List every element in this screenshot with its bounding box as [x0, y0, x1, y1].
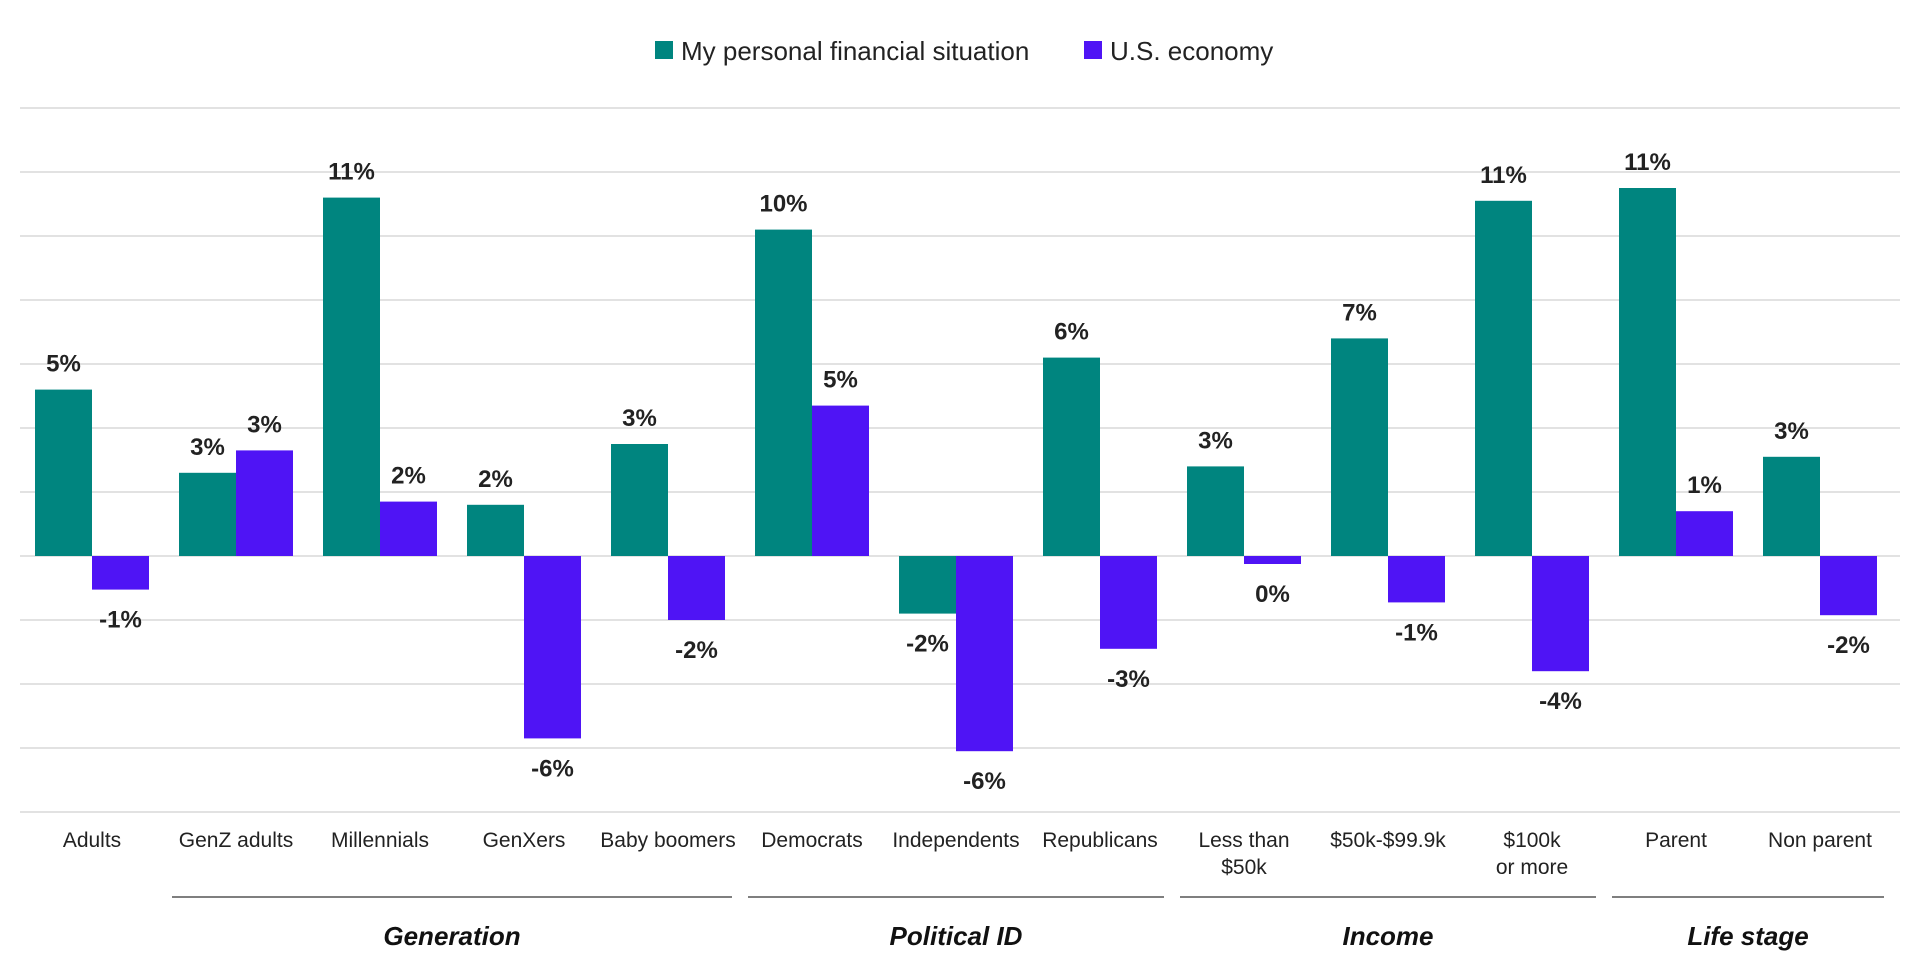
category-label: GenXers [483, 829, 566, 852]
data-label: -2% [675, 637, 718, 664]
category-labels: Adults GenZ adults Millennials GenXers Baby … [63, 829, 1872, 879]
bar [899, 556, 956, 614]
bar [236, 450, 293, 556]
data-label: 1% [1687, 472, 1722, 499]
bars [35, 188, 1877, 752]
bar [1388, 556, 1445, 603]
data-label: -6% [531, 755, 574, 782]
data-label: 3% [1774, 418, 1809, 445]
bar [611, 444, 668, 556]
data-label: -3% [1107, 666, 1150, 693]
bar [1820, 556, 1877, 616]
group-label: Income [1342, 921, 1433, 951]
bar [380, 501, 437, 556]
legend: My personal financial situation U.S. econ… [655, 36, 1273, 66]
category-label: Non parent [1768, 829, 1872, 852]
category-label: Less than [1198, 829, 1289, 852]
category-label: or more [1496, 856, 1568, 879]
bar [1532, 556, 1589, 672]
data-label: -1% [99, 607, 142, 634]
bar [1619, 188, 1676, 556]
bar [1331, 338, 1388, 556]
category-label: $50k [1221, 856, 1267, 879]
category-label: Millennials [331, 829, 429, 852]
legend-label: U.S. economy [1110, 36, 1273, 66]
data-label: -4% [1539, 688, 1582, 715]
category-label: Independents [892, 829, 1019, 852]
data-label: 2% [478, 466, 513, 493]
bar [1244, 556, 1301, 564]
bar [35, 389, 92, 556]
bar [1676, 511, 1733, 556]
category-label: $50k-$99.9k [1330, 829, 1446, 852]
data-label: 3% [1198, 427, 1233, 454]
bar [92, 556, 149, 590]
category-label: Republicans [1042, 829, 1158, 852]
category-label: Baby boomers [600, 829, 735, 852]
data-label: 3% [622, 405, 657, 432]
group-label: Generation [383, 921, 520, 951]
data-label: -2% [906, 631, 949, 658]
data-label: 3% [190, 434, 225, 461]
data-label: -1% [1395, 619, 1438, 646]
bar [467, 504, 524, 556]
bar [755, 229, 812, 556]
bar [1043, 357, 1100, 556]
data-label: -6% [963, 768, 1006, 795]
data-label: 3% [247, 411, 282, 438]
bar [1187, 466, 1244, 556]
data-label: 11% [1480, 162, 1527, 189]
data-label: 11% [1624, 149, 1671, 176]
category-label: $100k [1503, 829, 1561, 852]
data-label: 0% [1255, 581, 1290, 608]
group-label: Life stage [1687, 921, 1808, 951]
group-labels: Generation Political ID Income Life stage [172, 896, 1884, 951]
bar [524, 556, 581, 739]
data-label: 11% [328, 159, 375, 186]
bar [1475, 200, 1532, 557]
data-label: 5% [823, 367, 858, 394]
legend-swatch [1084, 41, 1102, 59]
data-label: 2% [391, 463, 426, 490]
data-label: 10% [759, 191, 807, 218]
legend-swatch [655, 41, 673, 59]
category-label: Parent [1645, 829, 1707, 852]
bar [812, 405, 869, 556]
group-label: Political ID [890, 921, 1023, 951]
bar [1100, 556, 1157, 649]
data-label: 7% [1342, 299, 1377, 326]
category-label: Adults [63, 829, 121, 852]
data-label: -2% [1827, 632, 1870, 659]
legend-label: My personal financial situation [681, 36, 1029, 66]
category-label: GenZ adults [179, 829, 293, 852]
bar [668, 556, 725, 620]
category-label: Democrats [761, 829, 863, 852]
bar [323, 197, 380, 556]
data-label: 6% [1054, 319, 1089, 346]
value-labels: 5% -1% 3% 3% 11% 2% 2% -6% 3% -2% 10% 5% -2% -6% 6% -3%… [46, 149, 1870, 795]
bar [179, 472, 236, 556]
bar [956, 556, 1013, 752]
data-label: 5% [46, 351, 81, 378]
bar [1763, 456, 1820, 556]
